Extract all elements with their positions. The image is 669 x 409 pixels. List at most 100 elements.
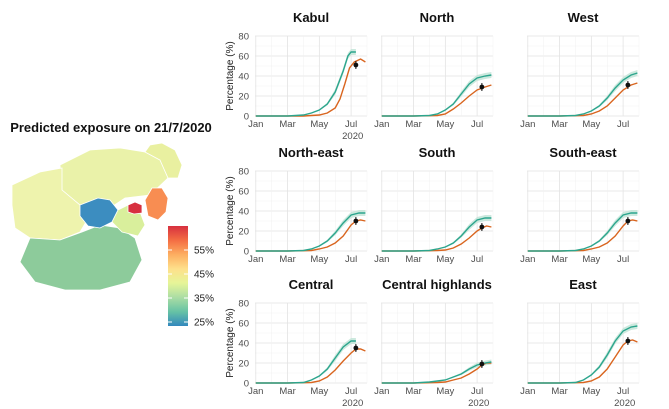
x-tick-label: Jan bbox=[248, 254, 263, 265]
upper-series-line bbox=[255, 51, 356, 117]
upper-series-line bbox=[381, 217, 492, 252]
panel-title: Central bbox=[289, 277, 334, 292]
upper-series-line bbox=[527, 212, 638, 252]
x-tick-label: Mar bbox=[551, 386, 567, 397]
x-tick-label: Mar bbox=[551, 119, 567, 130]
x-tick-label: Jul bbox=[617, 254, 629, 265]
map-colorbar-legend: 55% 45% 35% 25% bbox=[168, 226, 214, 329]
panel-title: South bbox=[419, 145, 456, 160]
panel-title: North-east bbox=[278, 145, 344, 160]
x-tick-label: Jul bbox=[471, 119, 483, 130]
y-tick-label: 0 bbox=[244, 247, 249, 258]
y-tick-label: 60 bbox=[238, 319, 249, 330]
x-tick-label: Mar bbox=[279, 386, 295, 397]
lower-series-line bbox=[381, 225, 492, 252]
x-tick-label: Mar bbox=[279, 119, 295, 130]
y-tick-label: 20 bbox=[238, 227, 249, 238]
panel-title: Kabul bbox=[293, 10, 329, 25]
colorbar-tick-label: 45% bbox=[194, 270, 214, 281]
lower-series-line bbox=[381, 84, 492, 117]
y-tick-label: 60 bbox=[238, 187, 249, 198]
y-tick-label: 40 bbox=[238, 207, 249, 218]
x-tick-label: Jan bbox=[520, 386, 535, 397]
x-tick-label: Jan bbox=[520, 119, 535, 130]
x-tick-label: May bbox=[436, 386, 454, 397]
colorbar bbox=[168, 226, 188, 326]
y-tick-label: 80 bbox=[238, 299, 249, 310]
x-tick-label: Mar bbox=[405, 386, 421, 397]
x-tick-label: Jan bbox=[374, 254, 389, 265]
panel-south-east: South-east Jan Mar May Jul bbox=[520, 145, 640, 265]
y-tick-label: 60 bbox=[238, 52, 249, 63]
x-tick-label: Jul bbox=[471, 254, 483, 265]
x-tick-label: Jul bbox=[345, 254, 357, 265]
panel-title: Central highlands bbox=[382, 277, 492, 292]
panel-south: South Jan Mar May Jul bbox=[374, 145, 494, 265]
y-tick-label: 20 bbox=[238, 359, 249, 370]
colorbar-tick-label: 55% bbox=[194, 246, 214, 257]
lower-series-line bbox=[527, 82, 638, 117]
lower-series-line bbox=[527, 339, 638, 384]
upper-series-band bbox=[381, 72, 492, 116]
x-year-label: 2020 bbox=[342, 398, 363, 409]
upper-series-line bbox=[255, 340, 356, 384]
lower-series-line bbox=[527, 219, 638, 252]
y-axis-label: Percentage (%) bbox=[225, 308, 236, 377]
lower-series-line bbox=[255, 58, 366, 117]
x-tick-label: Jul bbox=[345, 386, 357, 397]
y-tick-label: 40 bbox=[238, 339, 249, 350]
lower-series-line bbox=[255, 348, 366, 384]
map-region-east bbox=[144, 187, 169, 221]
y-tick-label: 0 bbox=[244, 379, 249, 390]
x-tick-label: Mar bbox=[405, 254, 421, 265]
upper-series-line bbox=[255, 212, 366, 252]
map-region-kabul bbox=[127, 201, 143, 215]
upper-series-line bbox=[527, 325, 638, 384]
panel-title: South-east bbox=[549, 145, 617, 160]
x-year-label: 2020 bbox=[468, 398, 489, 409]
upper-series-band bbox=[527, 210, 638, 251]
x-tick-label: Mar bbox=[405, 119, 421, 130]
panel-west: West Jan Mar May Jul bbox=[520, 10, 640, 130]
y-tick-label: 80 bbox=[238, 32, 249, 43]
x-tick-label: May bbox=[310, 254, 328, 265]
y-tick-label: 80 bbox=[238, 167, 249, 178]
panel-title: East bbox=[569, 277, 597, 292]
x-tick-label: Jan bbox=[374, 119, 389, 130]
x-tick-label: Jul bbox=[617, 119, 629, 130]
y-tick-label: 20 bbox=[238, 92, 249, 103]
colorbar-tick-label: 35% bbox=[194, 294, 214, 305]
x-year-label: 2020 bbox=[614, 398, 635, 409]
x-tick-label: Jan bbox=[248, 386, 263, 397]
x-tick-label: May bbox=[310, 386, 328, 397]
x-tick-label: May bbox=[582, 254, 600, 265]
panel-title: North bbox=[420, 10, 455, 25]
y-axis-label: Percentage (%) bbox=[225, 41, 236, 110]
map-region-central-highlands bbox=[79, 197, 119, 229]
map-title: Predicted exposure on 21/7/2020 bbox=[10, 120, 212, 135]
colorbar-tick-label: 25% bbox=[194, 318, 214, 329]
x-tick-label: Jul bbox=[345, 119, 357, 130]
map-region-north-east bbox=[144, 142, 183, 179]
x-tick-label: Jul bbox=[471, 386, 483, 397]
y-tick-label: 0 bbox=[244, 112, 249, 123]
y-tick-label: 40 bbox=[238, 72, 249, 83]
upper-series-line bbox=[527, 72, 638, 117]
x-tick-label: Mar bbox=[551, 254, 567, 265]
x-year-label: 2020 bbox=[342, 131, 363, 142]
lower-series-line bbox=[255, 219, 366, 252]
x-tick-label: May bbox=[436, 119, 454, 130]
y-axis-label: Percentage (%) bbox=[225, 176, 236, 245]
upper-series-band bbox=[255, 210, 366, 251]
panel-north: North Jan Mar May Jul bbox=[374, 10, 494, 130]
x-tick-label: May bbox=[436, 254, 454, 265]
x-tick-label: Jan bbox=[248, 119, 263, 130]
x-tick-label: May bbox=[582, 386, 600, 397]
x-tick-label: May bbox=[582, 119, 600, 130]
x-tick-label: Jul bbox=[617, 386, 629, 397]
